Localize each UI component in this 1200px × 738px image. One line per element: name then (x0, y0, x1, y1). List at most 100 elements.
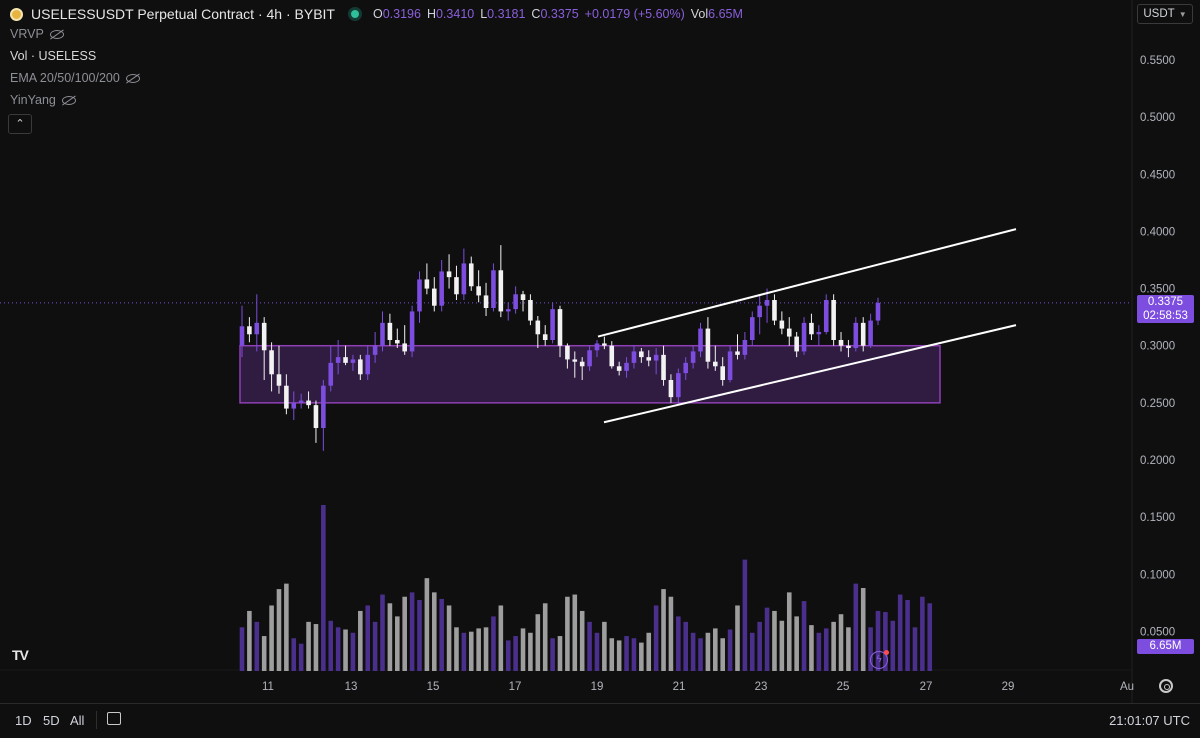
volume-bar (446, 605, 452, 671)
volume-bar (624, 636, 629, 671)
candle-body (395, 340, 400, 344)
candle-body (727, 351, 733, 380)
volume-bar (350, 632, 356, 671)
candle-body (594, 343, 600, 351)
volume-bar (920, 596, 925, 671)
candle-body (247, 326, 252, 335)
candle-body (254, 322, 260, 335)
candle-body (491, 270, 496, 308)
candle-body (698, 328, 703, 352)
candle-body (284, 385, 289, 409)
volume-bar (520, 628, 526, 671)
volume-bar (727, 629, 733, 671)
bottom-toolbar: 1D 5D All 21:01:07 UTC (0, 703, 1200, 738)
timeframe-1d-button[interactable]: 1D (15, 713, 32, 728)
upper-trendline (597, 228, 1017, 338)
volume-bar (542, 603, 548, 671)
volume-bar (609, 638, 615, 671)
candle-body (668, 380, 674, 398)
candle-body (616, 366, 622, 371)
candle-body (683, 362, 689, 374)
candle-body (602, 343, 607, 346)
indicator-vrvp[interactable]: VRVP (10, 27, 64, 41)
indicator-volume[interactable]: Vol · USELESS (10, 49, 96, 63)
volume-bar (683, 621, 689, 671)
currency-selector[interactable]: USDT ▼ (1137, 4, 1193, 24)
lower-trendline (603, 324, 1017, 424)
indicator-label: EMA 20/50/100/200 (10, 71, 120, 85)
y-tick-label: 0.5000 (1140, 112, 1175, 124)
volume-bar (757, 621, 762, 671)
lightning-icon[interactable]: ϟ (870, 650, 889, 669)
candle-body (846, 345, 851, 348)
candle-body (350, 359, 356, 363)
volume-bar (661, 589, 666, 671)
candle-body (816, 332, 822, 335)
indicator-label: Vol · USELESS (10, 49, 97, 63)
candle-body (528, 300, 533, 321)
eye-hidden-icon[interactable] (49, 29, 64, 39)
volume-bar (491, 616, 496, 671)
x-tick-label: 15 (427, 681, 440, 693)
ohlc-value: 0.3410 (435, 7, 475, 21)
candle-body (705, 328, 711, 362)
volume-bar (528, 632, 533, 671)
candle-body (653, 354, 659, 361)
y-tick-label: 0.0500 (1140, 626, 1175, 638)
indicator-yinyang[interactable]: YinYang (10, 93, 76, 107)
candle-body (772, 300, 777, 321)
volume-bar (439, 598, 444, 671)
candle-body (335, 357, 341, 363)
chart-header: USELESSUSDT Perpetual Contract · 4h · BY… (10, 4, 743, 24)
eye-hidden-icon[interactable] (125, 73, 140, 83)
candle-body (520, 294, 526, 300)
candle-body (505, 309, 511, 312)
candle-body (557, 309, 563, 346)
volume-bar (358, 610, 363, 671)
candle-body (313, 405, 319, 428)
ohlc-value: 0.3375 (540, 7, 579, 21)
indicator-label: VRVP (10, 27, 44, 41)
ohlc-field: +0.0179 (+5.60%) (585, 7, 685, 21)
ohlc-field: Vol6.65M (691, 7, 743, 21)
volume-bar (557, 636, 563, 671)
collapse-indicators-button[interactable]: ⌃ (8, 114, 32, 134)
indicator-ema[interactable]: EMA 20/50/100/200 (10, 71, 140, 85)
volume-tag: 6.65M (1137, 639, 1194, 654)
timeframe-5d-button[interactable]: 5D (43, 713, 60, 728)
ohlc-key: C (531, 7, 541, 21)
calendar-range-icon[interactable] (107, 712, 121, 725)
volume-bar (276, 589, 282, 671)
symbol-title[interactable]: USELESSUSDT Perpetual Contract · 4h · BY… (31, 6, 335, 22)
settings-gear-icon[interactable] (1159, 679, 1173, 693)
volume-bar (587, 621, 592, 671)
candle-body (476, 286, 481, 296)
candle-body (461, 263, 467, 295)
candle-body (387, 322, 393, 340)
candle-body (572, 359, 578, 362)
tradingview-logo: TV (12, 647, 29, 663)
volume-bar (927, 603, 933, 671)
volume-bar (594, 632, 600, 671)
volume-bar (794, 616, 799, 671)
volume-bar (875, 610, 881, 671)
candle-body (875, 302, 881, 321)
volume-bar (823, 628, 829, 671)
utc-clock[interactable]: 21:01:07 UTC (1109, 713, 1190, 728)
ohlc-field: L0.3181 (480, 7, 525, 21)
candle-body (409, 311, 415, 352)
candle-body (823, 300, 829, 332)
eye-hidden-icon[interactable] (61, 95, 76, 105)
candle-body (565, 345, 570, 360)
volume-bar (720, 638, 725, 671)
volume-bar (483, 627, 489, 671)
x-tick-label: 23 (755, 681, 768, 693)
y-tick-label: 0.2500 (1140, 398, 1175, 410)
volume-bar (631, 638, 637, 671)
volume-bar (284, 583, 289, 671)
candle-body (261, 322, 267, 351)
timeframe-all-button[interactable]: All (70, 713, 85, 728)
volume-bar (639, 642, 644, 671)
candle-body (794, 336, 799, 352)
